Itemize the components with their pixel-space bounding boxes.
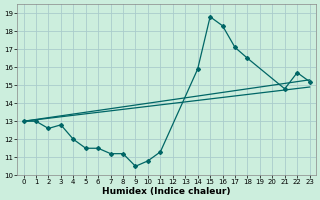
- X-axis label: Humidex (Indice chaleur): Humidex (Indice chaleur): [102, 187, 231, 196]
